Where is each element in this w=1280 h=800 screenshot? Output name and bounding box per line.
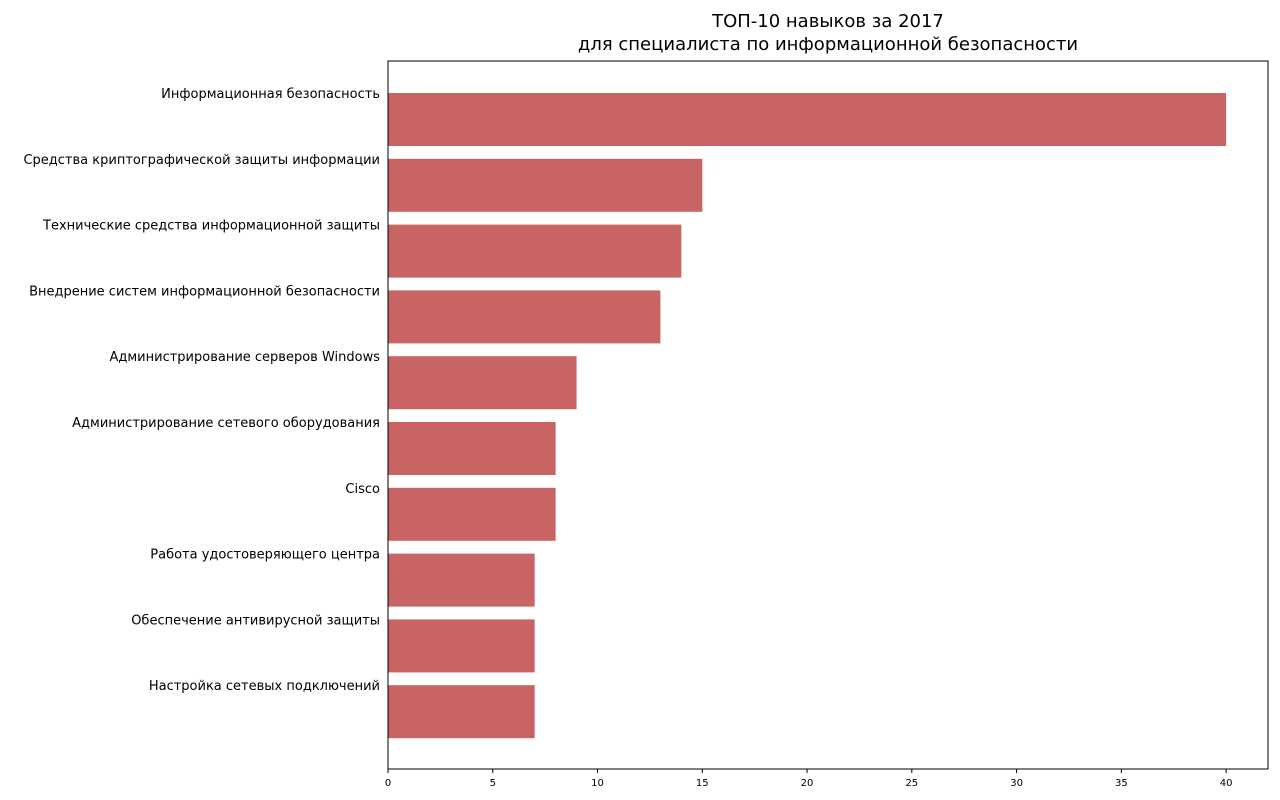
chart-title-line-2: для специалиста по информационной безопа… bbox=[578, 34, 1078, 55]
bar bbox=[388, 619, 535, 673]
category-label: Технические средства информационной защи… bbox=[42, 219, 380, 234]
category-label: Обеспечение антивирусной защиты bbox=[131, 613, 380, 628]
bar bbox=[388, 224, 682, 278]
x-tick-label: 40 bbox=[1220, 778, 1233, 789]
plot-frame bbox=[387, 60, 1269, 770]
category-label: Настройка сетевых подключений bbox=[149, 679, 380, 694]
category-labels-group: Информационная безопасность Средства крип… bbox=[23, 87, 380, 694]
bar bbox=[388, 685, 535, 739]
x-tick-label: 10 bbox=[591, 778, 604, 789]
bar bbox=[388, 487, 556, 541]
chart-title: ТОП-10 навыков за 2017 для специалиста п… bbox=[578, 11, 1078, 55]
category-label: Средства криптографической защиты информ… bbox=[23, 153, 380, 168]
x-tick-label: 20 bbox=[801, 778, 814, 789]
bar bbox=[388, 553, 535, 607]
x-tick-label: 5 bbox=[490, 778, 496, 789]
category-label: Внедрение систем информационной безопасн… bbox=[29, 284, 380, 299]
x-tick-label: 35 bbox=[1115, 778, 1128, 789]
bar bbox=[388, 158, 703, 212]
bar bbox=[388, 290, 661, 344]
bar bbox=[388, 356, 577, 410]
bar bbox=[388, 93, 1227, 146]
category-label: Информационная безопасность bbox=[161, 87, 380, 102]
bars-group bbox=[388, 93, 1227, 739]
x-tick-label: 25 bbox=[905, 778, 918, 789]
x-tick-label: 0 bbox=[385, 778, 391, 789]
category-label: Cisco bbox=[345, 482, 380, 497]
x-tick-label: 30 bbox=[1010, 778, 1023, 789]
x-axis-ticks-group: 0 5 10 15 20 25 30 35 40 bbox=[385, 769, 1233, 789]
category-label: Работа удостоверяющего центра bbox=[150, 548, 380, 563]
x-tick-label: 15 bbox=[696, 778, 709, 789]
chart-title-line-1: ТОП-10 навыков за 2017 bbox=[711, 11, 944, 32]
bar bbox=[388, 422, 556, 475]
category-label: Администрирование сетевого оборудования bbox=[72, 416, 380, 431]
category-label: Администрирование серверов Windows bbox=[109, 350, 380, 365]
